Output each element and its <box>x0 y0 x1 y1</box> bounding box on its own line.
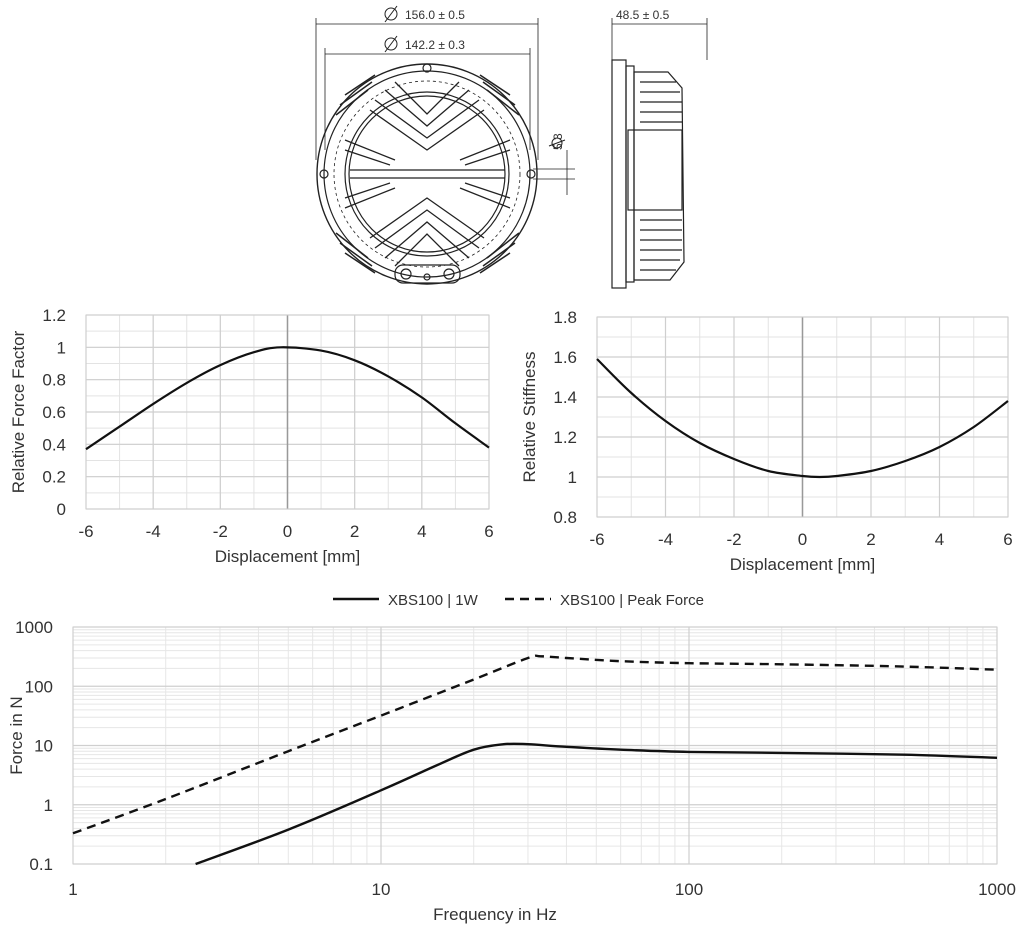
plot-frame <box>596 316 1009 518</box>
x-tick-label: 1000 <box>978 880 1016 899</box>
inner-diameter-label: 142.2 ± 0.3 <box>405 38 465 52</box>
x-tick-label: 6 <box>1003 530 1012 549</box>
y-tick-label: 1.2 <box>42 306 66 325</box>
depth-label: 48.5 ± 0.5 <box>616 8 670 22</box>
series-line-1 <box>195 742 998 866</box>
x-tick-label: -6 <box>589 530 604 549</box>
plot-frame <box>85 314 490 510</box>
x-tick-label: 0 <box>283 522 292 541</box>
y-tick-label: 0.2 <box>42 468 66 487</box>
y-tick-label: 1 <box>44 796 53 815</box>
y-tick-label: 10 <box>34 737 53 756</box>
x-tick-label: 2 <box>866 530 875 549</box>
y-tick-label: 0.1 <box>29 855 53 874</box>
side-view-drawing <box>611 18 708 289</box>
x-tick-label: -4 <box>658 530 673 549</box>
y-tick-label: 1 <box>568 468 577 487</box>
force-frequency-chart: 1 10 100 1000 0.1 1 10 100 1000 XBS100 | 1W XBS100… <box>7 592 1016 924</box>
y-tick-label: 0.8 <box>42 371 66 390</box>
x-axis-title: Displacement [mm] <box>215 547 360 566</box>
plot-frame <box>72 626 998 865</box>
x-tick-label: 100 <box>675 880 703 899</box>
series-line <box>596 358 1009 479</box>
y-tick-label: 0.6 <box>42 403 66 422</box>
y-tick-label: 1.2 <box>553 428 577 447</box>
x-axis-title: Displacement [mm] <box>730 555 875 574</box>
y-axis-title: Relative Stiffness <box>520 351 539 482</box>
x-tick-label: 1 <box>68 880 77 899</box>
x-tick-label: -2 <box>213 522 228 541</box>
x-tick-label: -4 <box>146 522 161 541</box>
y-tick-label: 1 <box>57 338 66 357</box>
x-tick-label: 0 <box>798 530 807 549</box>
y-tick-label: 1.4 <box>553 388 577 407</box>
y-tick-label: 1.6 <box>553 348 577 367</box>
x-tick-label: 10 <box>372 880 391 899</box>
series-line <box>85 346 490 451</box>
x-tick-label: 4 <box>417 522 426 541</box>
y-tick-label: 1.8 <box>553 308 577 327</box>
hole-diameter-symbol <box>548 137 566 149</box>
y-axis-title: Relative Force Factor <box>9 330 28 493</box>
legend-label-2: XBS100 | Peak Force <box>560 592 704 609</box>
force-factor-chart: -6 -4 -2 0 2 4 6 0 0.2 0.4 0.6 0.8 1 1.2 Displacement … <box>9 306 494 566</box>
y-tick-label: 100 <box>25 677 53 696</box>
x-axis-title: Frequency in Hz <box>433 905 557 924</box>
y-tick-label: 0.8 <box>553 508 577 527</box>
y-tick-label: 0.4 <box>42 435 66 454</box>
y-tick-label: 1000 <box>15 618 53 637</box>
legend-label-1: XBS100 | 1W <box>388 592 479 609</box>
stiffness-chart: -6 -4 -2 0 2 4 6 0.8 1 1.2 1.4 1.6 1.8 Displacement [… <box>520 308 1013 574</box>
y-axis-title: Force in N <box>7 696 26 774</box>
front-view-drawing <box>315 5 575 285</box>
x-tick-label: 6 <box>484 522 493 541</box>
x-tick-label: -6 <box>78 522 93 541</box>
x-tick-label: -2 <box>726 530 741 549</box>
x-tick-label: 2 <box>350 522 359 541</box>
x-tick-label: 4 <box>935 530 944 549</box>
outer-diameter-label: 156.0 ± 0.5 <box>405 8 465 22</box>
series-line-2 <box>72 654 998 835</box>
y-tick-label: 0 <box>57 500 66 519</box>
